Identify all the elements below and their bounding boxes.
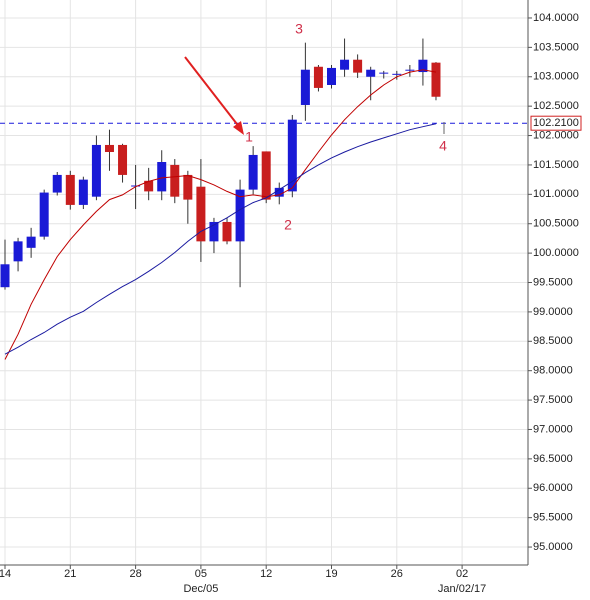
y-tick-label: 97.0000 (533, 423, 573, 435)
annotation: 4 (439, 138, 447, 154)
x-tick-sublabel: Dec/05 (183, 583, 218, 595)
candle-body (0, 264, 10, 288)
y-tick-label: 99.0000 (533, 306, 573, 318)
candle-body (392, 73, 402, 75)
candle-body (379, 72, 389, 74)
candle-body (183, 174, 193, 200)
candle-body (366, 69, 376, 77)
y-tick-label: 103.5000 (533, 41, 579, 53)
candle-body (274, 187, 284, 197)
candle-body (26, 236, 36, 248)
candle-body (340, 59, 350, 70)
candle-body (353, 59, 363, 73)
x-tick-label: 28 (129, 568, 141, 580)
y-tick-label: 100.0000 (533, 247, 579, 259)
candle-body (104, 144, 114, 153)
candle-body (157, 161, 167, 192)
y-tick-label: 97.5000 (533, 394, 573, 406)
candle-body (209, 221, 219, 242)
y-tick-label: 99.5000 (533, 276, 573, 288)
candle-body (144, 180, 154, 192)
x-tick-label: 19 (325, 568, 337, 580)
x-tick-label: 12 (260, 568, 272, 580)
candle-body (327, 67, 336, 85)
price-label: 102.2100 (533, 117, 579, 129)
arrow-head (233, 121, 244, 135)
candle-body (300, 69, 310, 105)
arrow (184, 56, 241, 129)
candle-body (196, 186, 206, 242)
y-tick-label: 98.5000 (533, 335, 573, 347)
candle-body (235, 189, 245, 242)
candle-body (170, 164, 180, 197)
plot (0, 38, 528, 360)
candle-body (222, 221, 232, 242)
y-tick-label: 96.5000 (533, 453, 573, 465)
candle-body (118, 144, 128, 175)
annotation: 2 (284, 217, 292, 233)
candle-body (431, 62, 441, 97)
candle-body (287, 119, 297, 192)
candle-body (418, 59, 428, 73)
candle-body (405, 69, 415, 71)
candle-body (91, 144, 101, 197)
x-tick-label: 21 (64, 568, 76, 580)
candle-body (39, 192, 49, 237)
candle-body (52, 174, 62, 193)
candle-body (78, 179, 88, 205)
y-tick-label: 103.0000 (533, 71, 579, 83)
price-label-box (530, 115, 582, 131)
moving-average (4, 123, 437, 355)
x-tick-label: 05 (195, 568, 207, 580)
y-tick-label: 95.0000 (533, 541, 573, 553)
candle-body (13, 241, 23, 262)
annotation: 1 (245, 129, 253, 145)
candle-body (248, 154, 258, 190)
y-tick-label: 96.0000 (533, 482, 573, 494)
x-tick-label: 26 (391, 568, 403, 580)
candle-body (65, 174, 75, 205)
x-tick-sublabel: Jan/02/17 (438, 583, 486, 595)
y-tick-label: 102.5000 (533, 100, 579, 112)
candle-body (313, 66, 323, 88)
candle-body (131, 185, 141, 187)
grid (0, 0, 528, 565)
y-tick-label: 101.0000 (533, 188, 579, 200)
y-tick-label: 102.0000 (533, 129, 579, 141)
y-tick-label: 98.0000 (533, 365, 573, 377)
x-tick-label: 02 (456, 568, 468, 580)
candle-body (261, 151, 271, 200)
y-tick-label: 101.5000 (533, 159, 579, 171)
x-tick-label: 14 (0, 568, 11, 580)
y-tick-label: 104.0000 (533, 12, 579, 24)
y-tick-label: 95.5000 (533, 512, 573, 524)
y-tick-label: 100.5000 (533, 218, 579, 230)
moving-average (4, 69, 437, 360)
annotation: 3 (295, 21, 303, 37)
